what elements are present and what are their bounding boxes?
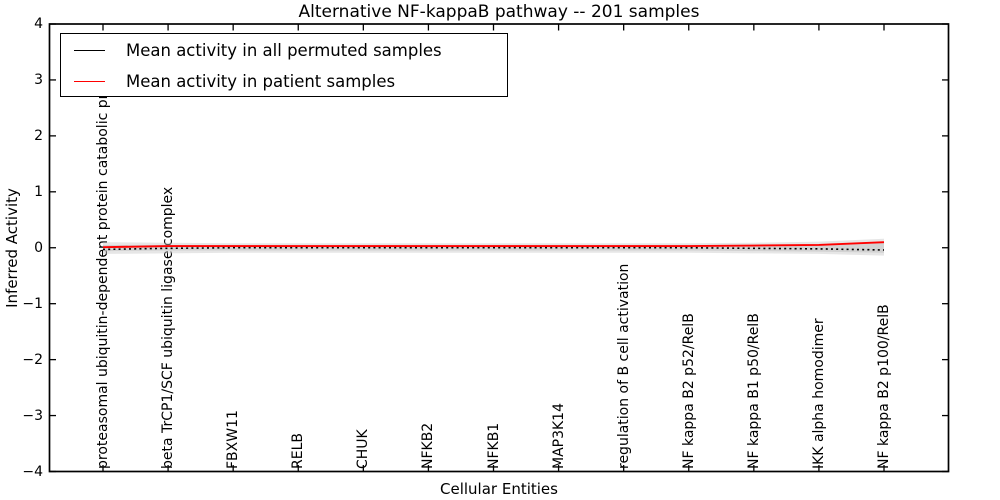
patient-mean-line (102, 241, 885, 249)
permuted-mean-line (102, 246, 885, 251)
legend-line-permuted-swatch (74, 49, 105, 51)
legend-item-permuted: Mean activity in all permuted samples (61, 35, 507, 65)
legend: Mean activity in all permuted samples Me… (60, 33, 508, 97)
y-tick-label: 0 (34, 239, 43, 256)
y-tick-label: −2 (22, 351, 43, 368)
legend-line-patient-swatch (74, 80, 105, 82)
legend-label-patient: Mean activity in patient samples (126, 71, 396, 91)
legend-label-permuted: Mean activity in all permuted samples (126, 40, 442, 60)
y-tick-label: −1 (22, 295, 43, 312)
chart-title: Alternative NF-kappaB pathway -- 201 sam… (298, 2, 700, 22)
y-tick-label: −4 (22, 463, 43, 480)
y-tick-label: 1 (34, 183, 43, 200)
x-axis-label: Cellular Entities (440, 480, 558, 498)
y-tick-label: 4 (34, 16, 43, 32)
y-tick-label: 3 (34, 71, 43, 88)
y-tick-label: 2 (34, 127, 43, 144)
legend-item-patient: Mean activity in patient samples (61, 66, 507, 96)
y-tick-label: −3 (22, 407, 43, 424)
